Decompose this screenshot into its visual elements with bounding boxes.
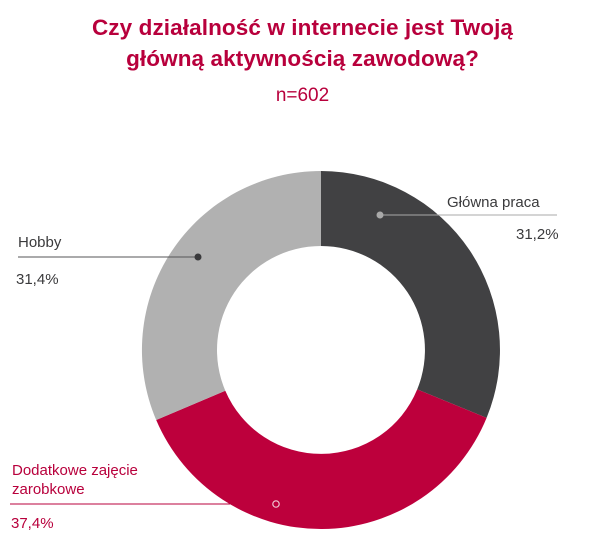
value-hobby: 31,4%	[16, 271, 59, 288]
sample-size: n=602	[275, 85, 330, 106]
label-glowna-praca: Główna praca	[447, 194, 540, 211]
slice-glowna-praca	[321, 171, 500, 418]
slice-hobby	[141, 171, 321, 420]
chart-title-line-2: główną aktywnością zawodową?	[126, 46, 479, 71]
marker-dodatkowe	[272, 500, 280, 508]
label-dodatkowe-zajecie: Dodatkowe zajęcie zarobkowe	[12, 461, 138, 499]
label-hobby: Hobby	[18, 234, 62, 251]
slice-dodatkowe-zajecie	[156, 389, 487, 530]
marker-glowna	[376, 211, 384, 219]
chart-title: Czy działalność w internecie jest Twoją …	[0, 12, 605, 74]
value-glowna-praca: 31,2%	[516, 226, 559, 243]
value-dodatkowe-zajecie: 37,4%	[11, 515, 54, 532]
marker-hobby	[194, 253, 202, 261]
chart-title-line-1: Czy działalność w internecie jest Twoją	[91, 15, 514, 40]
label-dodatkowe-line-1: Dodatkowe zajęcie	[12, 462, 138, 479]
label-dodatkowe-line-2: zarobkowe	[12, 481, 85, 498]
